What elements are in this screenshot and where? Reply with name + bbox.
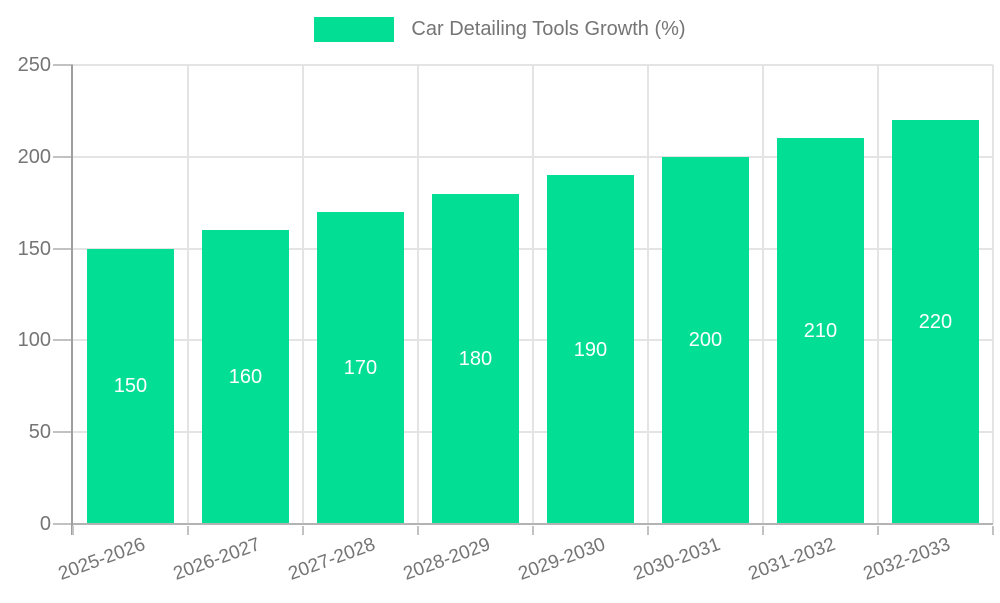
bar-value-label: 180 (458, 347, 493, 370)
x-axis-tick (877, 526, 879, 535)
bar-value-label: 190 (573, 338, 608, 361)
y-axis-tick-label: 200 (17, 145, 51, 168)
y-axis-tick (53, 247, 73, 250)
bar-value-label: 170 (343, 356, 378, 379)
grid-line-vertical (762, 65, 764, 524)
grid-line-vertical (302, 65, 304, 524)
bar[interactable] (776, 138, 865, 524)
plot-area: 0 50 100 150 200 250 150 160 170 180 190 200 210 220 2… (18, 54, 994, 585)
y-axis-line (71, 65, 73, 535)
grid-line-vertical (532, 65, 534, 524)
x-axis-tick (647, 526, 649, 535)
x-axis-tick (187, 526, 189, 535)
bar[interactable] (86, 248, 175, 524)
y-axis-tick (53, 155, 73, 158)
grid-line-vertical (992, 65, 994, 524)
y-axis-tick (53, 431, 73, 434)
x-axis-tick (762, 526, 764, 535)
bar-value-label: 150 (113, 375, 148, 398)
y-axis-tick-label: 50 (28, 421, 51, 444)
bar[interactable] (201, 230, 290, 524)
y-axis-tick-label: 150 (17, 237, 51, 260)
y-axis-tick (53, 339, 73, 342)
x-axis-tick (532, 526, 534, 535)
grid-line-vertical (647, 65, 649, 524)
bar-value-label: 160 (228, 366, 263, 389)
x-axis-tick (417, 526, 419, 535)
y-axis-tick-label: 250 (17, 54, 51, 76)
x-axis-tick (72, 526, 74, 535)
grid-line-vertical (417, 65, 419, 524)
x-axis-tick (992, 526, 994, 535)
grid-line-vertical (187, 65, 189, 524)
y-axis-tick-label: 0 (39, 513, 51, 535)
bar-value-label: 210 (803, 320, 838, 343)
bar[interactable] (546, 175, 635, 524)
y-axis-tick (53, 523, 73, 525)
bar[interactable] (431, 193, 520, 524)
legend-label: Car Detailing Tools Growth (%) (411, 18, 686, 40)
legend-swatch-icon (314, 17, 395, 42)
x-axis-tick (302, 526, 304, 535)
x-axis-tick-label: 2025-2026 (55, 534, 148, 585)
x-axis-line (73, 523, 993, 525)
bar-value-label: 220 (918, 311, 953, 334)
legend[interactable]: Car Detailing Tools Growth (%) (0, 17, 1000, 42)
bar[interactable] (316, 211, 405, 524)
y-axis-tick (53, 64, 73, 66)
bar[interactable] (661, 156, 750, 524)
y-axis-tick-label: 100 (17, 329, 51, 352)
grid-line-vertical (877, 65, 879, 524)
bar-value-label: 200 (688, 329, 723, 352)
bar[interactable] (891, 120, 980, 524)
